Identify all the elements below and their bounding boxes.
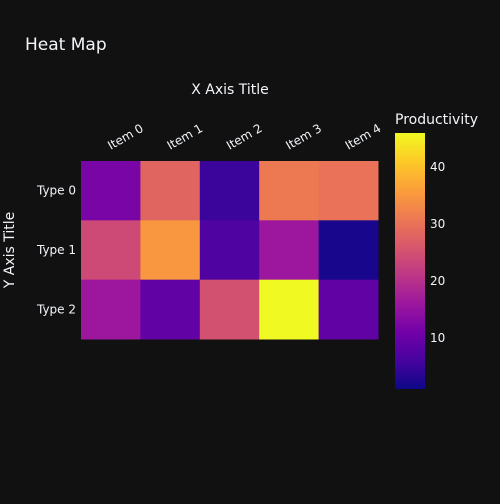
colorbar-tick-label: 20 [430, 274, 445, 288]
x-tick-labels: Item 0 Item 1 Item 2 Item 3 Item 4 [105, 121, 383, 153]
heatmap-cell [81, 280, 141, 340]
heatmap-cell [200, 220, 260, 280]
y-tick-label: Type 0 [36, 184, 76, 198]
heatmap-cell [259, 220, 319, 280]
x-axis-title: X Axis Title [191, 82, 269, 98]
heatmap-cell [200, 161, 260, 221]
heatmap-cell [81, 220, 141, 280]
heatmap-cell [200, 280, 260, 340]
chart-title: Heat Map [25, 35, 107, 55]
heatmap-cell [259, 161, 319, 221]
colorbar [395, 133, 425, 389]
colorbar-title: Productivity [395, 112, 478, 128]
y-axis-title: Y Axis Title [2, 212, 18, 290]
heatmap-cell [140, 280, 200, 340]
colorbar-tick-label: 40 [430, 160, 445, 174]
colorbar-tick-label: 30 [430, 217, 445, 231]
heatmap-cell [319, 280, 379, 340]
x-tick-label: Item 0 [105, 121, 146, 153]
x-tick-label: Item 3 [283, 121, 324, 153]
x-tick-label: Item 1 [165, 121, 206, 153]
heatmap-cell [319, 161, 379, 221]
heatmap-cell [259, 280, 319, 340]
y-tick-label: Type 2 [36, 302, 76, 316]
heatmap-cell [81, 161, 141, 221]
colorbar-tick-labels: 10 20 30 40 [430, 160, 445, 345]
heatmap-cell [140, 161, 200, 221]
y-tick-label: Type 1 [36, 243, 76, 257]
y-tick-labels: Type 0 Type 1 Type 2 [36, 184, 76, 317]
x-tick-label: Item 2 [224, 121, 265, 153]
heatmap-cells [81, 161, 379, 340]
x-tick-label: Item 4 [343, 121, 384, 153]
colorbar-tick-label: 10 [430, 331, 445, 345]
heatmap-cell [140, 220, 200, 280]
heatmap-cell [319, 220, 379, 280]
